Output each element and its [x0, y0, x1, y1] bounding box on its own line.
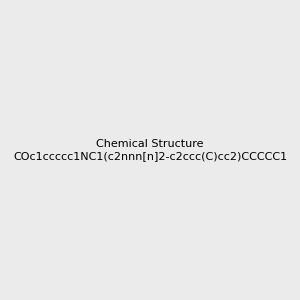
Text: Chemical Structure
COc1ccccc1NC1(c2nnn[n]2-c2ccc(C)cc2)CCCCC1: Chemical Structure COc1ccccc1NC1(c2nnn[n… [13, 139, 287, 161]
